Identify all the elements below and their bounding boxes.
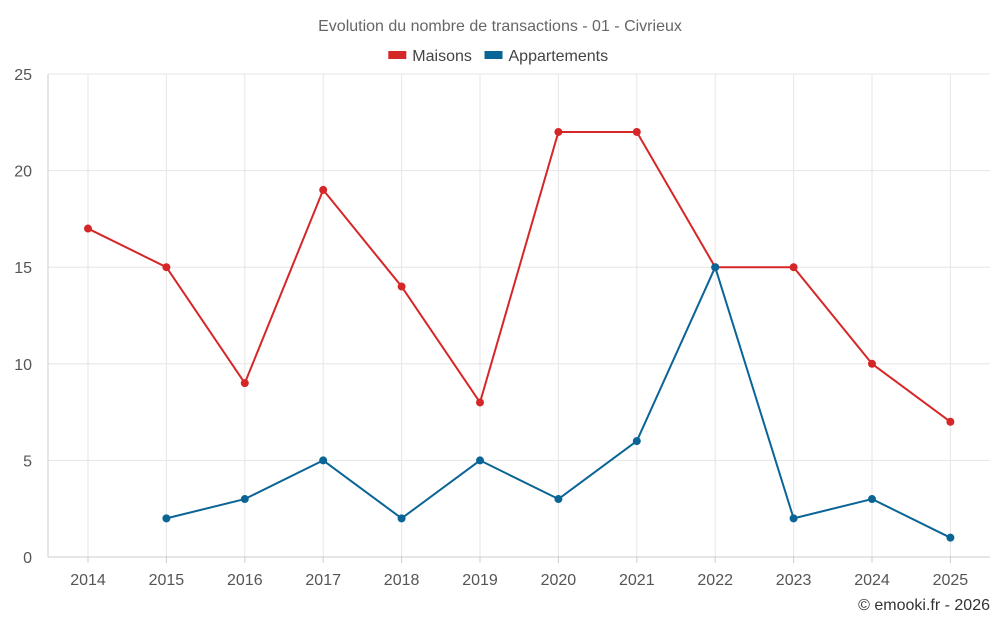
x-tick-label: 2018 bbox=[384, 572, 420, 589]
y-axis-ticks: 0 5 10 15 20 25 bbox=[14, 67, 32, 567]
y-tick-label: 10 bbox=[14, 357, 32, 374]
y-tick-label: 5 bbox=[23, 453, 32, 470]
x-tick-label: 2017 bbox=[305, 572, 341, 589]
data-point-maisons[interactable] bbox=[162, 263, 171, 272]
data-point-appartements[interactable] bbox=[397, 514, 406, 523]
x-tick-label: 2015 bbox=[149, 572, 185, 589]
x-tick-label: 2024 bbox=[854, 572, 890, 589]
legend-item-appartements[interactable]: Appartements bbox=[484, 48, 609, 65]
y-tick-label: 20 bbox=[14, 164, 32, 181]
x-tick-label: 2020 bbox=[541, 572, 577, 589]
data-point-appartements[interactable] bbox=[162, 514, 171, 523]
data-point-maisons[interactable] bbox=[946, 417, 955, 426]
data-point-appartements[interactable] bbox=[554, 495, 563, 504]
data-point-maisons[interactable] bbox=[476, 398, 484, 407]
data-point-maisons[interactable] bbox=[632, 127, 641, 136]
data-point-appartements[interactable] bbox=[868, 495, 876, 504]
data-point-appartements[interactable] bbox=[946, 533, 955, 542]
data-point-appartements[interactable] bbox=[476, 456, 484, 465]
x-tick-label: 2025 bbox=[933, 572, 969, 589]
data-point-appartements[interactable] bbox=[240, 495, 249, 504]
y-tick-label: 25 bbox=[14, 67, 32, 84]
grid bbox=[47, 73, 990, 558]
y-tick-label: 0 bbox=[23, 550, 32, 567]
data-point-appartements[interactable] bbox=[789, 514, 798, 523]
x-axis-ticks: 2014 2015 2016 2017 2018 2019 2020 2021 2022 2023… bbox=[70, 557, 968, 589]
data-point-appartements[interactable] bbox=[632, 437, 641, 446]
credit-text: © emooki.fr - 2026 bbox=[858, 597, 990, 614]
x-tick-label: 2023 bbox=[776, 572, 812, 589]
legend-item-maisons[interactable]: Maisons bbox=[388, 48, 472, 65]
data-point-appartements[interactable] bbox=[319, 456, 328, 465]
legend-swatch bbox=[388, 51, 407, 59]
x-tick-label: 2014 bbox=[70, 572, 106, 589]
data-point-maisons[interactable] bbox=[397, 282, 406, 291]
series-line-maisons bbox=[87, 130, 951, 423]
y-tick-label: 15 bbox=[14, 260, 32, 277]
x-tick-label: 2022 bbox=[697, 572, 733, 589]
data-point-maisons[interactable] bbox=[240, 379, 249, 388]
data-point-maisons[interactable] bbox=[84, 224, 92, 233]
data-point-maisons[interactable] bbox=[789, 263, 798, 272]
data-point-appartements[interactable] bbox=[711, 263, 720, 272]
legend-label: Appartements bbox=[509, 48, 609, 65]
x-tick-label: 2016 bbox=[227, 572, 263, 589]
x-tick-label: 2021 bbox=[619, 572, 655, 589]
data-point-maisons[interactable] bbox=[868, 359, 876, 368]
series-layer bbox=[84, 127, 955, 542]
legend[interactable]: Maisons Appartements bbox=[388, 48, 608, 65]
legend-label: Maisons bbox=[412, 48, 472, 65]
chart-title: Evolution du nombre de transactions - 01… bbox=[318, 18, 682, 35]
data-point-maisons[interactable] bbox=[554, 127, 563, 136]
x-tick-label: 2019 bbox=[462, 572, 498, 589]
data-point-maisons[interactable] bbox=[319, 185, 328, 194]
legend-swatch bbox=[484, 51, 503, 59]
